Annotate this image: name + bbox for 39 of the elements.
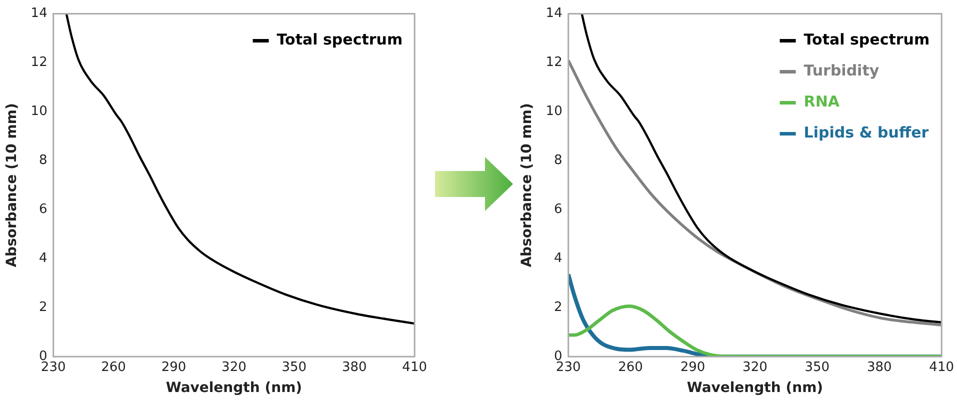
x-axis-title: Wavelength (nm) [166, 380, 302, 396]
x-axis-title: Wavelength (nm) [686, 380, 824, 396]
x-tick-label: 410 [929, 360, 954, 375]
y-tick-label: 12 [30, 55, 48, 70]
line-series [580, 14, 942, 324]
legend-label: Total spectrum [804, 30, 930, 49]
y-tick-label: 2 [39, 300, 48, 316]
y-tick-label: 14 [546, 6, 562, 22]
line-series [568, 272, 942, 357]
y-tick-label: 10 [30, 104, 48, 120]
legend-label: Turbidity [804, 62, 880, 80]
y-axis-title: Absorbance (10 mm) [519, 103, 536, 268]
x-tick-label: 410 [402, 360, 428, 375]
x-tick-label: 290 [680, 360, 706, 375]
y-tick-label: 2 [554, 300, 562, 316]
line-series [65, 14, 415, 325]
y-tick-label: 14 [30, 6, 48, 22]
x-tick-label: 290 [161, 360, 186, 375]
x-tick-label: 260 [101, 360, 126, 375]
y-tick-label: 6 [39, 202, 48, 218]
y-tick-label: 10 [546, 104, 562, 120]
x-tick-label: 260 [618, 360, 643, 375]
x-tick-label: 350 [282, 360, 307, 375]
legend-label: RNA [804, 92, 840, 111]
x-tick-label: 320 [742, 360, 768, 375]
y-tick-label: 6 [554, 202, 562, 218]
legend-label: Lipids & buffer [804, 124, 930, 142]
x-tick-label: 380 [866, 360, 892, 375]
x-tick-label: 320 [222, 360, 246, 375]
y-tick-label: 12 [546, 55, 562, 70]
x-tick-label: 350 [804, 360, 830, 375]
line-series [568, 304, 942, 357]
legend-label: Total spectrum [276, 30, 403, 49]
y-tick-label: 4 [554, 251, 562, 266]
y-tick-label: 4 [39, 251, 48, 266]
y-tick-label: 8 [39, 153, 48, 168]
y-axis-title: Absorbance (10 mm) [4, 103, 20, 268]
y-tick-label: 8 [554, 153, 562, 168]
x-tick-label: 380 [342, 360, 367, 375]
